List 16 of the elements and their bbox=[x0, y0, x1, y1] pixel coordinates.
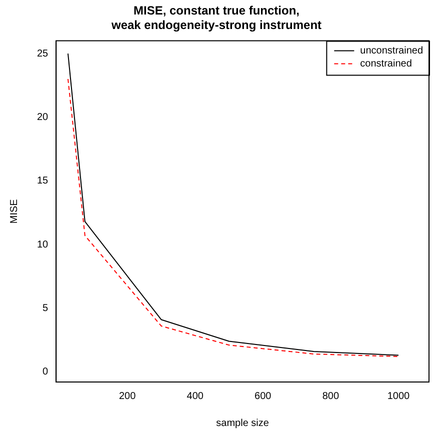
x-tick-label: 1000 bbox=[387, 390, 410, 402]
y-tick-label: 15 bbox=[37, 176, 49, 187]
y-tick-label: 5 bbox=[42, 302, 49, 314]
chart-title: MISE, constant true function, weak endogeneity-strong instrument bbox=[110, 4, 322, 32]
x-tick-label: 400 bbox=[186, 390, 204, 402]
x-axis-title: sample size bbox=[216, 418, 270, 429]
y-tick-label: 25 bbox=[37, 48, 49, 60]
x-tick-label: 200 bbox=[118, 390, 136, 402]
legend-label: unconstrained bbox=[360, 46, 424, 57]
legend-label: constrained bbox=[360, 58, 412, 70]
y-tick-label: 20 bbox=[37, 112, 49, 123]
y-tick-label: 10 bbox=[37, 239, 49, 250]
y-tick-label: 0 bbox=[42, 366, 49, 378]
x-tick-label: 600 bbox=[254, 390, 272, 402]
y-axis-title: MISE bbox=[8, 198, 20, 224]
x-tick-label: 800 bbox=[322, 390, 340, 402]
